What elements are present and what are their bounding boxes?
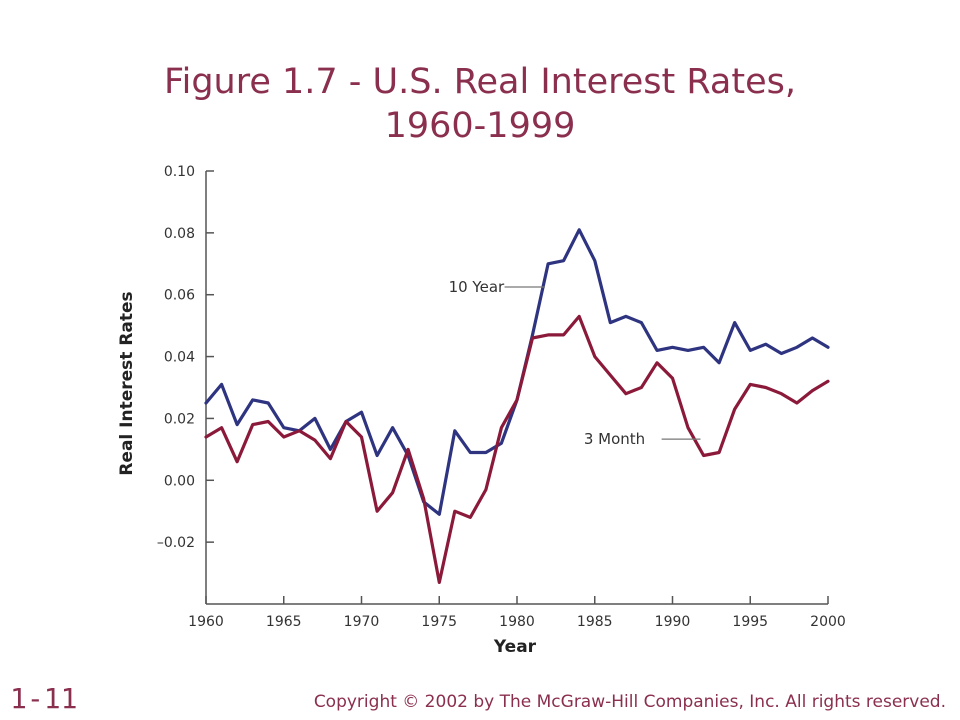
x-tick-label: 1980 bbox=[499, 614, 535, 630]
y-tick-label: 0.10 bbox=[164, 164, 195, 180]
copyright-notice: Copyright © 2002 by The McGraw-Hill Comp… bbox=[313, 692, 946, 712]
y-tick-label: 0.02 bbox=[164, 411, 195, 427]
chart-axes: –0.02 0.00 0.02 0.04 0.06 0.08 0.10 1960 1965 197… bbox=[117, 164, 846, 657]
x-tick-label: 1995 bbox=[732, 614, 768, 630]
series-line-10-year bbox=[204, 228, 830, 516]
chart-annotations: 10 Year 3 Month bbox=[449, 278, 701, 448]
y-tick-label: 0.08 bbox=[164, 226, 195, 242]
y-tick-label: –0.02 bbox=[157, 535, 195, 551]
page-title: Figure 1.7 - U.S. Real Interest Rates, 1… bbox=[80, 60, 880, 148]
x-axis-title: Year bbox=[493, 637, 537, 657]
x-tick-label: 1990 bbox=[655, 614, 691, 630]
series-label-10-year: 10 Year bbox=[449, 278, 505, 296]
y-tick-label: 0.06 bbox=[164, 288, 195, 304]
x-tick-label: 1975 bbox=[421, 614, 457, 630]
chart-series bbox=[204, 228, 830, 585]
x-tick-label: 1970 bbox=[344, 614, 380, 630]
x-tick-label: 2000 bbox=[810, 614, 846, 630]
title-line-1: Figure 1.7 - U.S. Real Interest Rates, bbox=[164, 62, 796, 102]
y-axis-title: Real Interest Rates bbox=[117, 291, 137, 475]
y-tick-label: 0.00 bbox=[164, 473, 195, 489]
slide-number: 1-11 bbox=[10, 682, 78, 715]
series-line-3-month bbox=[204, 314, 830, 585]
x-tick-label: 1960 bbox=[188, 614, 224, 630]
x-tick-label: 1965 bbox=[266, 614, 302, 630]
series-label-3-month: 3 Month bbox=[584, 430, 645, 448]
y-tick-label: 0.04 bbox=[164, 350, 195, 366]
x-tick-label: 1985 bbox=[577, 614, 613, 630]
title-line-2: 1960-1999 bbox=[384, 106, 576, 146]
